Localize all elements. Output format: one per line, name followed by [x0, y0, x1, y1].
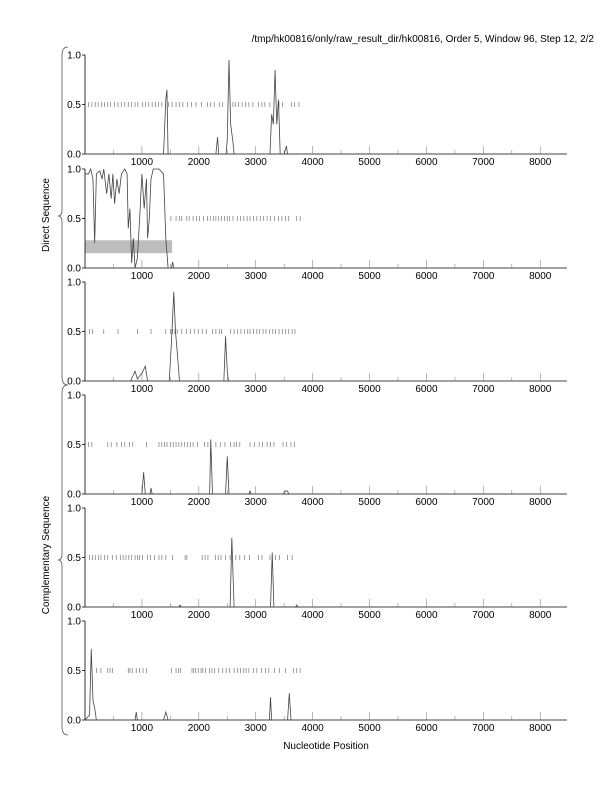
y-tick-label: 1.0 — [67, 504, 81, 515]
x-tick-label: 7000 — [472, 271, 495, 282]
group-label-direct: Direct Sequence — [41, 178, 52, 252]
group-brace — [57, 384, 69, 736]
coding-potential-line-complementary-frame-3 — [84, 648, 567, 721]
x-tick-label: 8000 — [529, 497, 552, 508]
y-tick-label: 0.5 — [67, 327, 81, 338]
highlight-region — [85, 240, 173, 254]
x-tick-label: 6000 — [415, 271, 438, 282]
x-tick-label: 5000 — [358, 271, 381, 282]
x-tick-label: 8000 — [529, 157, 552, 168]
x-tick-label: 3000 — [245, 271, 268, 282]
x-tick-label: 3000 — [245, 157, 268, 168]
x-tick-label: 4000 — [302, 497, 325, 508]
y-tick-label: 1.0 — [67, 391, 81, 402]
coding-potential-line-complementary-frame-2 — [85, 537, 567, 608]
y-tick-label: 1.0 — [67, 617, 81, 628]
y-tick-label: 0.0 — [67, 603, 81, 614]
x-tick-label: 5000 — [358, 497, 381, 508]
x-tick-label: 6000 — [415, 384, 438, 395]
x-tick-label: 7000 — [472, 157, 495, 168]
y-tick-label: 0.5 — [67, 440, 81, 451]
y-tick-label: 0.5 — [67, 214, 81, 225]
y-tick-label: 0.0 — [67, 716, 81, 727]
x-tick-label: 5000 — [358, 384, 381, 395]
y-tick-label: 1.0 — [67, 278, 81, 289]
coding-potential-line-complementary-frame-1 — [85, 439, 567, 495]
x-tick-label: 4000 — [302, 723, 325, 734]
x-tick-label: 3000 — [245, 610, 268, 621]
x-tick-label: 2000 — [188, 723, 211, 734]
y-tick-label: 1.0 — [67, 51, 81, 62]
x-tick-label: 5000 — [358, 610, 381, 621]
x-tick-label: 7000 — [472, 384, 495, 395]
y-tick-label: 0.0 — [67, 150, 81, 161]
y-tick-label: 0.5 — [67, 666, 81, 677]
x-tick-label: 4000 — [302, 271, 325, 282]
x-tick-label: 2000 — [188, 497, 211, 508]
x-tick-label: 4000 — [302, 384, 325, 395]
group-label-complementary: Complementary Sequence — [41, 495, 52, 614]
x-tick-label: 3000 — [245, 384, 268, 395]
x-tick-label: 1000 — [131, 497, 154, 508]
x-tick-label: 7000 — [472, 723, 495, 734]
x-tick-label: 7000 — [472, 497, 495, 508]
x-tick-label: 1000 — [131, 610, 154, 621]
y-tick-label: 0.0 — [67, 264, 81, 275]
x-tick-label: 4000 — [302, 610, 325, 621]
x-tick-label: 1000 — [131, 157, 154, 168]
x-tick-label: 6000 — [415, 497, 438, 508]
x-tick-label: 8000 — [529, 723, 552, 734]
x-tick-label: 6000 — [415, 723, 438, 734]
x-tick-label: 2000 — [188, 157, 211, 168]
x-tick-label: 1000 — [131, 271, 154, 282]
x-tick-label: 6000 — [415, 610, 438, 621]
chart-title: /tmp/hk00816/only/raw_result_dir/hk00816… — [252, 34, 595, 45]
y-tick-label: 0.5 — [67, 553, 81, 564]
x-tick-label: 2000 — [188, 384, 211, 395]
y-tick-label: 0.0 — [67, 377, 81, 388]
x-tick-label: 5000 — [358, 723, 381, 734]
x-tick-label: 3000 — [245, 497, 268, 508]
x-tick-label: 1000 — [131, 384, 154, 395]
group-brace — [57, 46, 69, 386]
x-tick-label: 1000 — [131, 723, 154, 734]
x-tick-label: 8000 — [529, 271, 552, 282]
x-tick-label: 2000 — [188, 610, 211, 621]
x-tick-label: 2000 — [188, 271, 211, 282]
coding-potential-line-direct-frame-3 — [85, 291, 567, 382]
x-tick-label: 3000 — [245, 723, 268, 734]
x-tick-label: 5000 — [358, 157, 381, 168]
coding-potential-line-direct-frame-1 — [85, 59, 567, 155]
x-tick-label: 7000 — [472, 610, 495, 621]
y-tick-label: 0.0 — [67, 490, 81, 501]
y-tick-label: 1.0 — [67, 165, 81, 176]
x-tick-label: 8000 — [529, 610, 552, 621]
coding-potential-line-direct-frame-2 — [85, 167, 567, 269]
y-tick-label: 0.5 — [67, 100, 81, 111]
x-tick-label: 6000 — [415, 157, 438, 168]
x-axis-label: Nucleotide Position — [283, 741, 369, 752]
x-tick-label: 8000 — [529, 384, 552, 395]
x-tick-label: 4000 — [302, 157, 325, 168]
